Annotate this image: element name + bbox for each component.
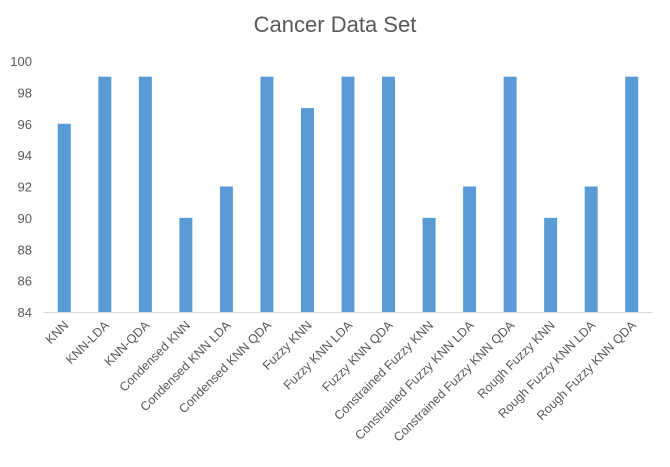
y-tick-label: 94 <box>18 148 32 163</box>
bar <box>584 186 598 312</box>
y-tick-label: 90 <box>18 211 32 226</box>
y-tick-label: 92 <box>18 180 32 195</box>
x-tick-label: Rough Fuzzy KNN <box>475 318 558 401</box>
y-tick-label: 100 <box>10 54 32 69</box>
y-tick-label: 98 <box>18 85 32 100</box>
bar <box>260 76 274 312</box>
y-tick-label: 86 <box>18 274 32 289</box>
x-tick-label: Condensed KNN <box>117 318 193 394</box>
bar <box>544 217 558 312</box>
x-tick-label: KNN <box>43 318 72 347</box>
chart-title: Cancer Data Set <box>253 12 417 37</box>
bar <box>138 76 152 312</box>
bar <box>57 123 71 312</box>
bar <box>463 186 477 312</box>
bar <box>341 76 355 312</box>
y-tick-label: 96 <box>18 117 32 132</box>
x-tick-label: Fuzzy KNN LDA <box>281 318 356 393</box>
x-tick-label: Fuzzy KNN QDA <box>319 318 396 395</box>
bar <box>625 76 639 312</box>
y-tick-label: 88 <box>18 242 32 257</box>
bar <box>98 76 112 312</box>
bar <box>300 108 314 312</box>
bar <box>179 217 193 312</box>
bar <box>503 76 517 312</box>
y-tick-label: 84 <box>18 305 32 320</box>
bar <box>219 186 233 312</box>
bar <box>422 217 436 312</box>
bar <box>382 76 396 312</box>
